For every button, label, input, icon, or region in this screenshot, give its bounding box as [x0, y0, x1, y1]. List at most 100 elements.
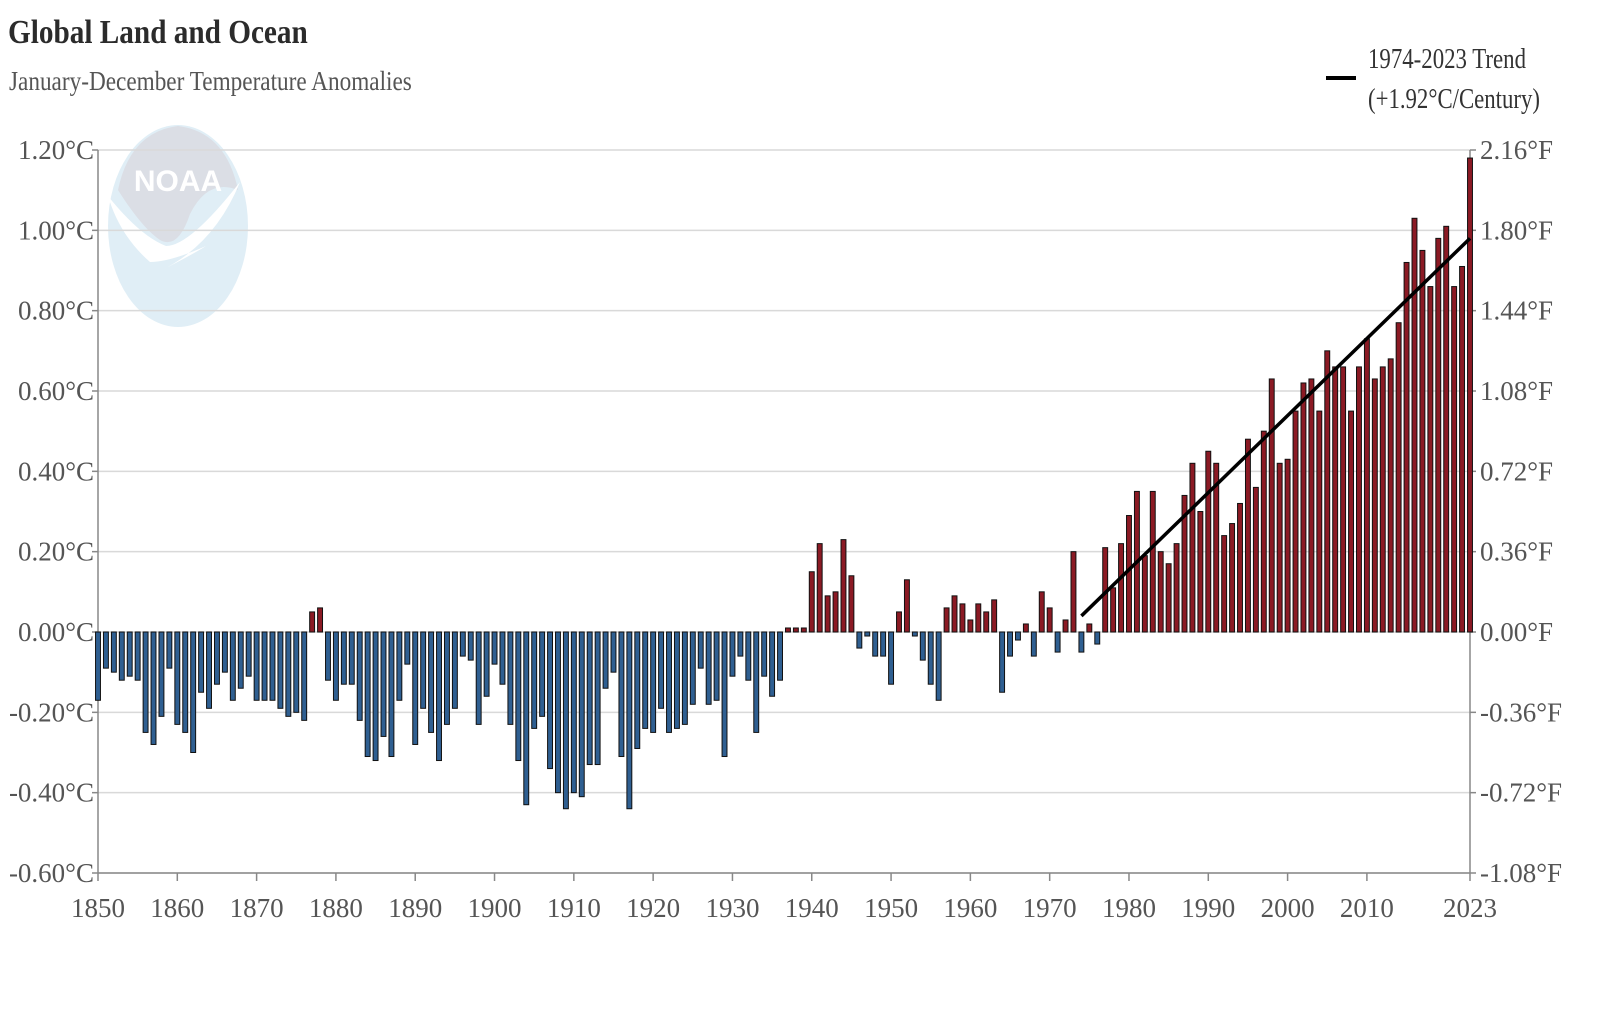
bar-1923 — [673, 631, 680, 729]
legend-label-line2: (+1.92°C/Century) — [1368, 84, 1540, 115]
noaa-logo-upper — [118, 126, 238, 243]
bar-1963 — [991, 599, 998, 633]
bar-1863 — [198, 631, 205, 693]
x-tick-label: 1860 — [150, 893, 204, 923]
bar-1937 — [785, 627, 791, 633]
bar-1912 — [586, 631, 593, 766]
bar-1944 — [840, 539, 847, 633]
bar-1906 — [539, 631, 546, 717]
bar-1945 — [848, 575, 855, 633]
bar-2009 — [1356, 366, 1362, 633]
bar-1929 — [721, 631, 728, 758]
bar-2012 — [1379, 366, 1386, 633]
x-tick-label: 1980 — [1102, 893, 1156, 923]
x-tick-label: 1910 — [547, 893, 601, 923]
bar-1890 — [412, 631, 419, 745]
bar-1872 — [269, 631, 276, 701]
bar-1975 — [1086, 623, 1093, 633]
bar-1990 — [1205, 450, 1212, 633]
bar-2003 — [1308, 378, 1315, 633]
bar-1908 — [555, 631, 561, 794]
bar-1973 — [1070, 551, 1077, 633]
bar-1989 — [1197, 511, 1204, 633]
y-tick-label-left: -0.60°C — [9, 858, 94, 888]
bar-1874 — [285, 631, 292, 717]
bar-1941 — [816, 543, 823, 633]
x-tick-label: 1950 — [864, 893, 918, 923]
bar-1860 — [174, 631, 181, 725]
y-tick-label-right: -0.36°F — [1480, 697, 1562, 727]
x-tick-label: 1940 — [785, 893, 839, 923]
x-tick-label: 2010 — [1340, 893, 1394, 923]
x-tick-label: 1920 — [626, 893, 680, 923]
bar-2019 — [1435, 237, 1442, 633]
bar-1960 — [967, 619, 974, 633]
bar-1875 — [293, 631, 300, 713]
bar-1850 — [95, 631, 101, 701]
bar-1883 — [356, 631, 363, 721]
bar-1910 — [570, 631, 577, 794]
bar-1949 — [880, 631, 887, 657]
bar-1950 — [888, 631, 895, 685]
bar-1870 — [253, 631, 260, 701]
bar-1969 — [1038, 591, 1045, 633]
bar-1891 — [420, 631, 427, 709]
bar-2000 — [1284, 458, 1291, 633]
bar-2022 — [1459, 265, 1466, 633]
x-tick-label: 2000 — [1261, 893, 1315, 923]
bar-1865 — [214, 631, 220, 685]
bar-1917 — [626, 631, 633, 810]
bar-1856 — [142, 631, 149, 733]
bar-1895 — [451, 631, 458, 709]
bar-1869 — [245, 631, 252, 677]
bar-1868 — [237, 631, 244, 689]
bar-1959 — [959, 603, 966, 633]
bar-1974 — [1078, 631, 1085, 653]
bar-1896 — [459, 631, 466, 657]
bar-1998 — [1268, 378, 1275, 633]
bar-1889 — [404, 631, 411, 665]
bar-1939 — [800, 627, 807, 633]
bar-1897 — [467, 631, 474, 661]
bar-1956 — [935, 631, 942, 701]
bar-1852 — [110, 631, 117, 673]
bar-1943 — [832, 591, 839, 633]
bar-1922 — [666, 631, 672, 733]
bar-1928 — [713, 631, 720, 701]
bar-1888 — [396, 631, 403, 701]
bar-1925 — [689, 631, 696, 705]
bar-2007 — [1340, 366, 1347, 633]
bar-1885 — [372, 631, 379, 762]
bar-1971 — [1054, 631, 1061, 653]
y-tick-label-left: 1.20°C — [18, 135, 94, 165]
bar-2001 — [1292, 410, 1299, 633]
bar-1879 — [325, 631, 331, 681]
bar-1986 — [1173, 543, 1180, 633]
bar-1921 — [658, 631, 665, 709]
bar-1920 — [650, 631, 657, 733]
bar-2013 — [1387, 358, 1394, 633]
bar-1903 — [515, 631, 522, 762]
bar-1871 — [261, 631, 268, 701]
x-tick-label: 1890 — [388, 893, 442, 923]
bar-1853 — [118, 631, 125, 681]
bar-1902 — [507, 631, 514, 725]
x-tick-label: 1930 — [705, 893, 759, 923]
bar-1953 — [911, 631, 918, 637]
y-tick-label-left: 0.00°C — [18, 617, 94, 647]
y-tick-label-left: 0.60°C — [18, 376, 94, 406]
bar-1961 — [975, 603, 982, 633]
bar-2010 — [1363, 338, 1370, 633]
bar-2018 — [1427, 286, 1434, 633]
bar-1987 — [1181, 494, 1188, 633]
bar-1931 — [737, 631, 744, 657]
bar-1859 — [166, 631, 173, 669]
bar-1918 — [634, 631, 641, 749]
bar-1993 — [1229, 523, 1236, 633]
bar-2016 — [1411, 217, 1418, 633]
bar-1951 — [896, 611, 902, 633]
bar-1984 — [1157, 551, 1164, 633]
y-tick-label-left: 0.20°C — [18, 537, 94, 567]
bar-1880 — [332, 631, 339, 701]
x-tick-label: 1990 — [1181, 893, 1235, 923]
